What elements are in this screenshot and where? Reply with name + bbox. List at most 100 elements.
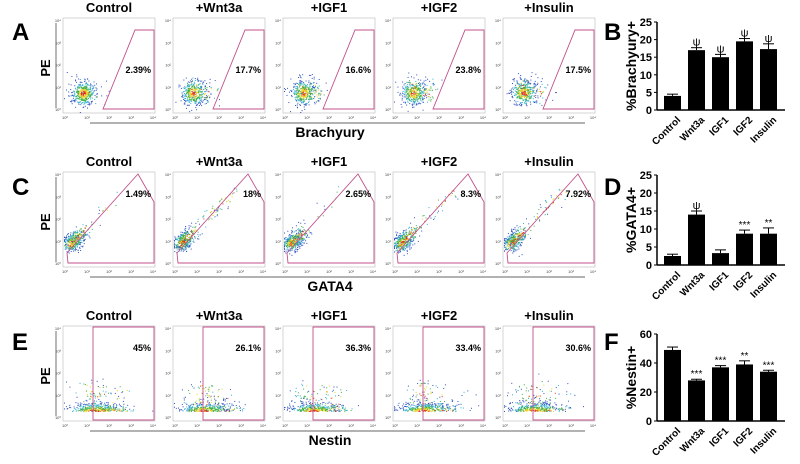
event-dot (407, 239, 409, 241)
y-tick-label: 10⁴ (385, 172, 391, 177)
event-dot (401, 242, 403, 244)
event-dot (510, 239, 512, 241)
event-dot (319, 94, 321, 96)
event-dot (183, 243, 185, 245)
event-dot (186, 245, 188, 247)
event-dot (545, 207, 547, 209)
x-tick-label: 10⁰ (62, 269, 68, 274)
event-dot (96, 406, 98, 408)
event-dot (525, 89, 527, 91)
event-dot (111, 407, 113, 409)
event-dot (83, 404, 85, 406)
event-dot (117, 390, 119, 392)
event-dot (195, 107, 197, 109)
event-dot (192, 84, 194, 86)
event-dot (305, 240, 307, 242)
event-dot (71, 240, 73, 242)
event-dot (188, 244, 190, 246)
event-dot (295, 238, 297, 240)
event-dot (530, 237, 532, 239)
event-dot (521, 102, 523, 104)
event-dot (293, 231, 295, 233)
event-dot (189, 238, 191, 240)
event-dot (303, 237, 305, 239)
event-dot (293, 240, 295, 242)
event-dot (96, 88, 98, 90)
event-dot (183, 234, 185, 236)
event-dot (300, 94, 302, 96)
event-dot (518, 83, 520, 85)
event-dot (95, 410, 97, 412)
event-dot (286, 243, 288, 245)
event-dot (516, 91, 518, 93)
event-dot (185, 249, 187, 251)
event-dot (79, 404, 81, 406)
event-dot (218, 410, 220, 412)
event-dot (83, 383, 85, 385)
event-dot (412, 107, 414, 109)
event-dot (415, 230, 417, 232)
event-dot (395, 243, 397, 245)
event-dot (91, 89, 93, 91)
event-dot (183, 246, 185, 248)
event-dot (89, 406, 91, 408)
event-dot (394, 101, 395, 103)
event-dot (437, 88, 439, 90)
event-dot (94, 84, 96, 86)
event-dot (507, 240, 509, 242)
event-dot (68, 246, 70, 248)
event-dot (300, 243, 302, 245)
event-dot (294, 90, 296, 92)
event-dot (402, 239, 404, 241)
event-dot (201, 94, 203, 96)
event-dot (417, 97, 419, 99)
event-dot (299, 104, 301, 106)
event-dot (424, 92, 426, 94)
event-dot (299, 232, 301, 234)
event-dot (411, 229, 413, 231)
event-dot (90, 84, 92, 86)
event-dot (308, 236, 310, 238)
event-dot (302, 231, 304, 233)
event-dot (196, 89, 198, 91)
event-dot (422, 99, 424, 101)
event-dot (78, 103, 80, 105)
event-dot (202, 215, 204, 217)
event-dot (80, 405, 82, 407)
event-dot (84, 89, 86, 91)
event-dot (411, 235, 413, 237)
event-dot (533, 90, 535, 92)
plot-frame (392, 171, 486, 268)
event-dot (180, 248, 182, 250)
event-dot (80, 406, 82, 408)
event-dot (89, 104, 91, 106)
event-dot (81, 237, 83, 239)
event-dot (178, 235, 180, 237)
event-dot (122, 407, 124, 409)
event-dot (534, 100, 536, 102)
event-dot (187, 83, 189, 85)
event-dot (296, 89, 298, 91)
event-dot (527, 100, 529, 102)
event-dot (530, 97, 532, 99)
event-dot (405, 85, 407, 87)
event-dot (116, 406, 118, 408)
event-dot (518, 248, 520, 250)
event-dot (284, 242, 286, 244)
event-dot (394, 238, 395, 240)
event-dot (511, 231, 513, 233)
event-dot (287, 240, 289, 242)
event-dot (86, 404, 88, 406)
event-dot (294, 230, 296, 232)
gate-region (396, 173, 485, 264)
event-dot (402, 90, 404, 92)
event-dot (404, 241, 406, 243)
event-dot (78, 241, 80, 243)
event-dot (129, 408, 131, 410)
event-dot (82, 407, 84, 409)
event-dot (295, 90, 297, 92)
event-dot (210, 409, 212, 411)
event-dot (520, 90, 522, 92)
event-dot (512, 250, 514, 252)
event-dot (183, 232, 185, 234)
